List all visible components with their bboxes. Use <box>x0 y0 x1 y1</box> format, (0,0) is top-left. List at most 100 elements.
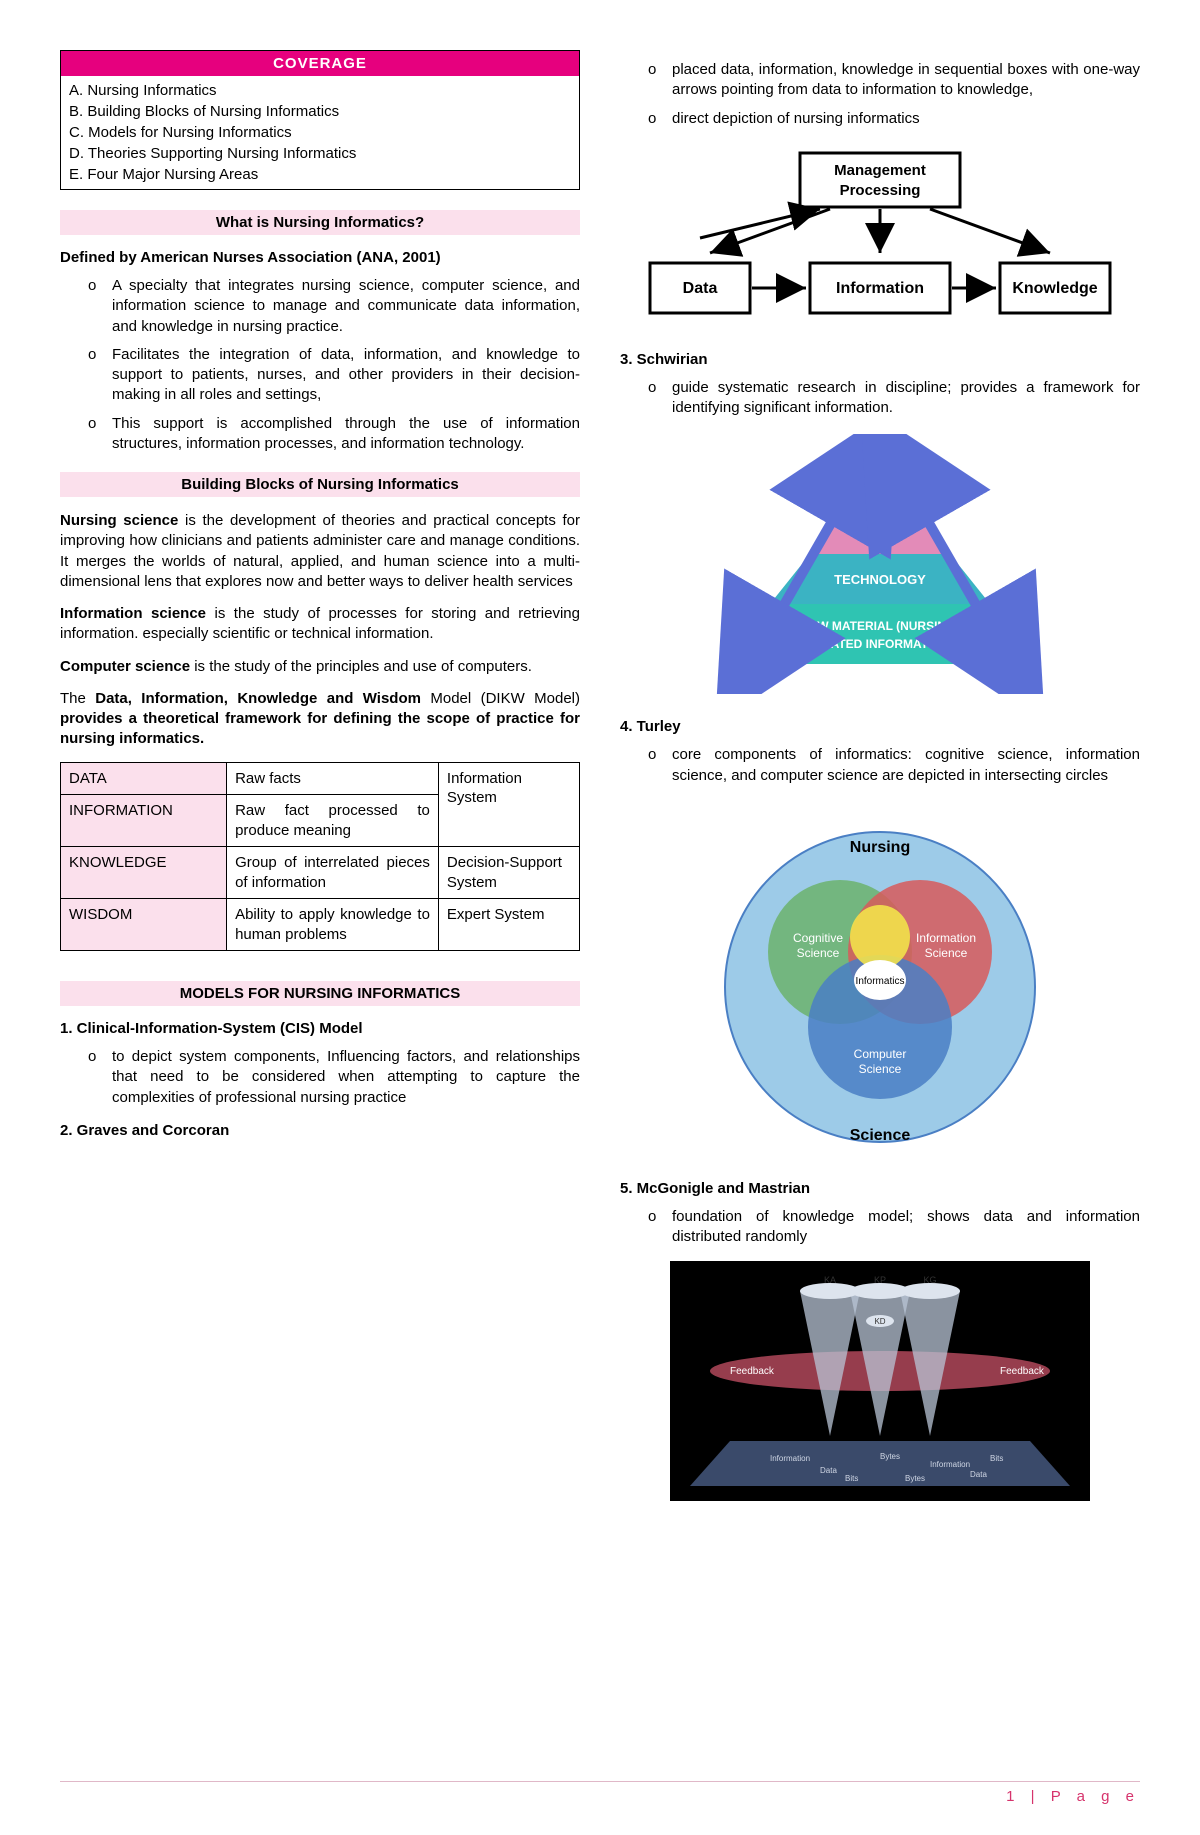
venn-c2a: Computer <box>854 1047 907 1061</box>
model-3-bullets: guide systematic research in discipline;… <box>620 378 1140 419</box>
dikw-label: KNOWLEDGE <box>61 847 227 899</box>
coverage-list: A. Nursing Informatics B. Building Block… <box>61 76 579 189</box>
cone-base-word: Bytes <box>880 1452 900 1461</box>
coverage-box: COVERAGE A. Nursing Informatics B. Build… <box>60 50 580 190</box>
pyramid-svg: GOAL USERS TECHNOLOGY RAW MATERIAL (NURS… <box>670 434 1090 694</box>
p1-lead: Nursing science <box>60 512 178 529</box>
coverage-item: A. Nursing Informatics <box>69 80 571 101</box>
left-column: COVERAGE A. Nursing Informatics B. Build… <box>60 50 580 1519</box>
definition-lead: Defined by American Nurses Association (… <box>60 249 580 266</box>
cone-base-word: Bytes <box>905 1474 925 1483</box>
cone-ka: KA <box>824 1275 836 1285</box>
graves-svg: Management Processing Data Information K… <box>640 143 1120 333</box>
graves-know-label: Knowledge <box>1012 280 1097 297</box>
cone-base-word: Data <box>970 1470 987 1479</box>
bullet-item: core components of informatics: cognitiv… <box>648 745 1140 786</box>
schwirian-pyramid: GOAL USERS TECHNOLOGY RAW MATERIAL (NURS… <box>620 434 1140 698</box>
venn-top-label: Nursing <box>850 839 910 856</box>
table-row: KNOWLEDGE Group of interrelated pieces o… <box>61 847 580 899</box>
turley-venn: Nursing Informatics Cognitive Science In… <box>620 802 1140 1166</box>
graves-data-label: Data <box>683 280 718 297</box>
cone-svg: Feedback Feedback KA KP KG KD Informatio… <box>670 1261 1090 1501</box>
cone-kp: KP <box>874 1275 886 1285</box>
dikw-desc: Group of interrelated pieces of informat… <box>227 847 439 899</box>
coverage-item: D. Theories Supporting Nursing Informati… <box>69 143 571 164</box>
section-header-blocks: Building Blocks of Nursing Informatics <box>60 472 580 497</box>
venn-c2b: Science <box>859 1062 902 1076</box>
blocks-p4: The Data, Information, Knowledge and Wis… <box>60 689 580 750</box>
graves-diagram: Management Processing Data Information K… <box>620 143 1140 333</box>
venn-c0a: Cognitive <box>793 931 843 945</box>
bullet-item: A specialty that integrates nursing scie… <box>88 276 580 337</box>
dikw-table: DATA Raw facts Information System INFORM… <box>60 762 580 952</box>
model-5-bullets: foundation of knowledge model; shows dat… <box>620 1207 1140 1248</box>
model-2-bullets: placed data, information, knowledge in s… <box>620 60 1140 129</box>
cone-kg: KG <box>923 1275 936 1285</box>
cone-base-word: Data <box>820 1466 837 1475</box>
model-1-bullets: to depict system components, Influencing… <box>60 1047 580 1108</box>
dikw-desc: Raw facts <box>227 762 439 795</box>
p4-a: The <box>60 690 95 707</box>
blocks-p3: Computer science is the study of the pri… <box>60 657 580 677</box>
model-2-heading: 2. Graves and Corcoran <box>60 1122 580 1139</box>
graves-mgmt-2: Processing <box>840 182 921 199</box>
blocks-p2: Information science is the study of proc… <box>60 604 580 645</box>
cone-base-word: Bits <box>845 1474 858 1483</box>
cone-base-word: Bits <box>990 1454 1003 1463</box>
right-column: placed data, information, knowledge in s… <box>620 50 1140 1519</box>
dikw-sys: Information System <box>438 762 579 847</box>
venn-svg: Nursing Informatics Cognitive Science In… <box>690 802 1070 1162</box>
page: COVERAGE A. Nursing Informatics B. Build… <box>0 0 1200 1835</box>
cone-feedback-l: Feedback <box>730 1366 775 1377</box>
coverage-item: E. Four Major Nursing Areas <box>69 164 571 185</box>
page-footer: 1 | P a g e <box>60 1781 1140 1805</box>
dikw-sys: Expert System <box>438 899 579 951</box>
model-4-heading: 4. Turley <box>620 718 1140 735</box>
cone-base-word: Information <box>930 1460 970 1469</box>
what-bullets: A specialty that integrates nursing scie… <box>60 276 580 454</box>
graves-mgmt-1: Management <box>834 162 926 179</box>
columns: COVERAGE A. Nursing Informatics B. Build… <box>60 50 1140 1519</box>
p4-c: Model (DIKW Model) <box>421 690 580 707</box>
p4-b: Data, Information, Knowledge and Wisdom <box>95 690 421 707</box>
p4-d: provides a theoretical framework for def… <box>60 710 580 747</box>
model-3-heading: 3. Schwirian <box>620 351 1140 368</box>
table-row: DATA Raw facts Information System <box>61 762 580 795</box>
table-row: WISDOM Ability to apply knowledge to hum… <box>61 899 580 951</box>
pyr-l1: USERS <box>858 524 903 539</box>
bullet-item: foundation of knowledge model; shows dat… <box>648 1207 1140 1248</box>
venn-c0b: Science <box>797 946 840 960</box>
venn-c1b: Science <box>925 946 968 960</box>
section-header-what: What is Nursing Informatics? <box>60 210 580 235</box>
model-1-heading: 1. Clinical-Information-System (CIS) Mod… <box>60 1020 580 1037</box>
graves-info-label: Information <box>836 280 924 297</box>
p2-lead: Information science <box>60 605 206 622</box>
mcgonigle-cone: Feedback Feedback KA KP KG KD Informatio… <box>620 1261 1140 1505</box>
dikw-label: INFORMATION <box>61 795 227 847</box>
bullet-item: to depict system components, Influencing… <box>88 1047 580 1108</box>
coverage-item: C. Models for Nursing Informatics <box>69 122 571 143</box>
venn-c1a: Information <box>916 931 976 945</box>
p3-body: is the study of the principles and use o… <box>190 658 532 675</box>
venn-center: Informatics <box>856 976 905 987</box>
dikw-desc: Raw fact processed to produce meaning <box>227 795 439 847</box>
bullet-item: guide systematic research in discipline;… <box>648 378 1140 419</box>
dikw-label: WISDOM <box>61 899 227 951</box>
dikw-desc: Ability to apply knowledge to human prob… <box>227 899 439 951</box>
blocks-p1: Nursing science is the development of th… <box>60 511 580 592</box>
section-header-models: MODELS FOR NURSING INFORMATICS <box>60 981 580 1006</box>
model-5-heading: 5. McGonigle and Mastrian <box>620 1180 1140 1197</box>
bullet-item: placed data, information, knowledge in s… <box>648 60 1140 101</box>
bullet-item: direct depiction of nursing informatics <box>648 109 1140 129</box>
cone-kd: KD <box>874 1317 885 1326</box>
coverage-header: COVERAGE <box>61 51 579 76</box>
bullet-item: This support is accomplished through the… <box>88 414 580 455</box>
coverage-item: B. Building Blocks of Nursing Informatic… <box>69 101 571 122</box>
model-4-bullets: core components of informatics: cognitiv… <box>620 745 1140 786</box>
venn-bottom-label: Science <box>850 1127 911 1144</box>
pyr-l3a: RAW MATERIAL (NURSING- <box>801 619 960 633</box>
pyr-l0: GOAL <box>864 485 896 497</box>
pyr-l2: TECHNOLOGY <box>834 572 926 587</box>
p3-lead: Computer science <box>60 658 190 675</box>
cone-feedback-r: Feedback <box>1000 1366 1045 1377</box>
